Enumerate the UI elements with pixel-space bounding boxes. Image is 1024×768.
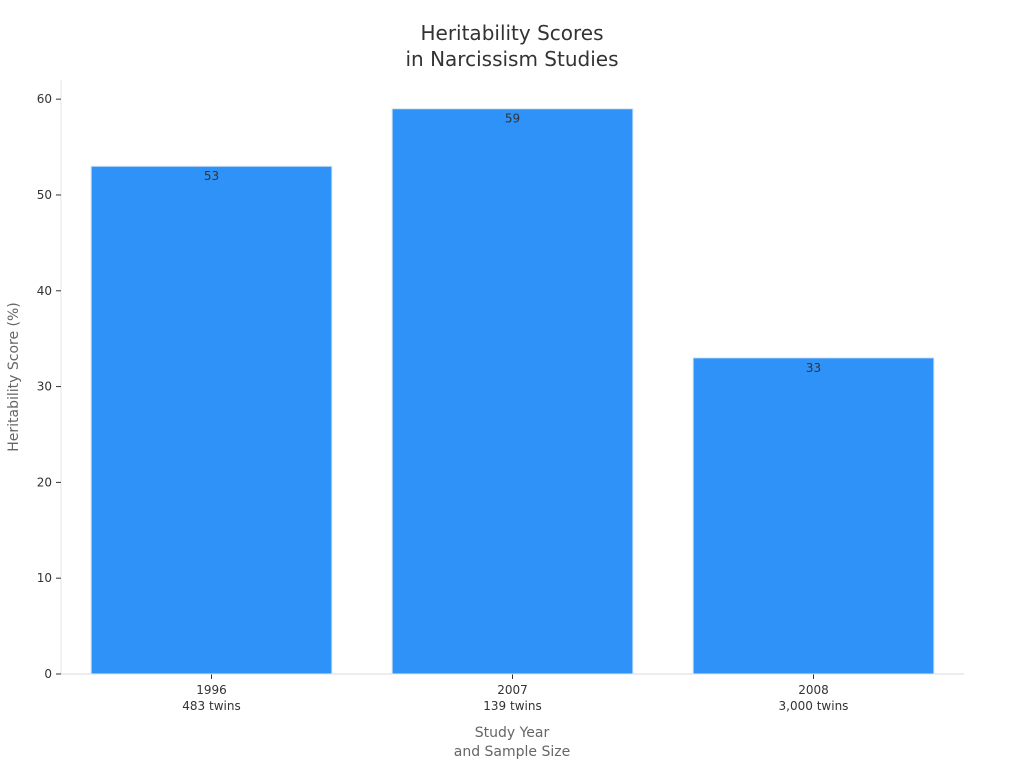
x-tick-label-sample: 139 twins <box>483 699 541 713</box>
chart-title-line-1: Heritability Scores <box>420 21 603 45</box>
y-axis-label: Heritability Score (%) <box>6 302 22 452</box>
x-tick-label-sample: 483 twins <box>182 699 240 713</box>
x-axis: 1996 483 twins 2007 139 twins 2008 3,000 twin… <box>61 673 964 760</box>
data-label-2007: 59 <box>505 112 520 126</box>
chart-title: Heritability Scores in Narcissism Studie… <box>406 21 619 71</box>
bar-series <box>90 108 935 675</box>
y-tick-label: 10 <box>37 571 52 585</box>
y-tick-label: 50 <box>37 188 52 202</box>
y-tick-label: 60 <box>37 92 52 106</box>
x-tick-label-sample: 3,000 twins <box>779 699 849 713</box>
x-axis-ticks: 1996 483 twins 2007 139 twins 2008 3,000 twin… <box>182 674 848 713</box>
data-label-2008: 33 <box>806 361 821 375</box>
x-axis-label-line-2: and Sample Size <box>454 744 570 760</box>
x-tick-label-year: 2007 <box>497 683 528 697</box>
bar-2007 <box>391 108 634 675</box>
y-tick-label: 30 <box>37 380 52 394</box>
x-tick-label-year: 1996 <box>196 683 227 697</box>
data-label-1996: 53 <box>204 169 219 183</box>
x-tick-label-year: 2008 <box>798 683 829 697</box>
y-tick-label: 0 <box>44 667 52 681</box>
y-tick-label: 20 <box>37 475 52 489</box>
y-axis-ticks: 0 10 20 30 40 50 60 <box>37 92 61 681</box>
y-axis: 0 10 20 30 40 50 60 Heritability Score (%) <box>6 80 62 681</box>
x-axis-label-line-1: Study Year <box>475 725 550 741</box>
chart-title-line-2: in Narcissism Studies <box>406 47 619 71</box>
y-tick-label: 40 <box>37 284 52 298</box>
data-labels: 53 59 33 <box>204 112 821 375</box>
bar-2008 <box>692 357 935 675</box>
bar-1996 <box>90 165 333 675</box>
